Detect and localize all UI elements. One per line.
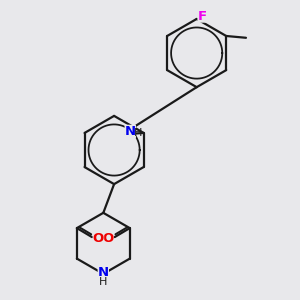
Text: O: O — [93, 232, 104, 245]
Text: H: H — [134, 128, 142, 138]
Text: F: F — [197, 10, 207, 22]
Text: O: O — [103, 232, 114, 245]
Text: H: H — [99, 277, 107, 287]
Text: N: N — [125, 125, 136, 138]
Text: N: N — [98, 266, 109, 279]
